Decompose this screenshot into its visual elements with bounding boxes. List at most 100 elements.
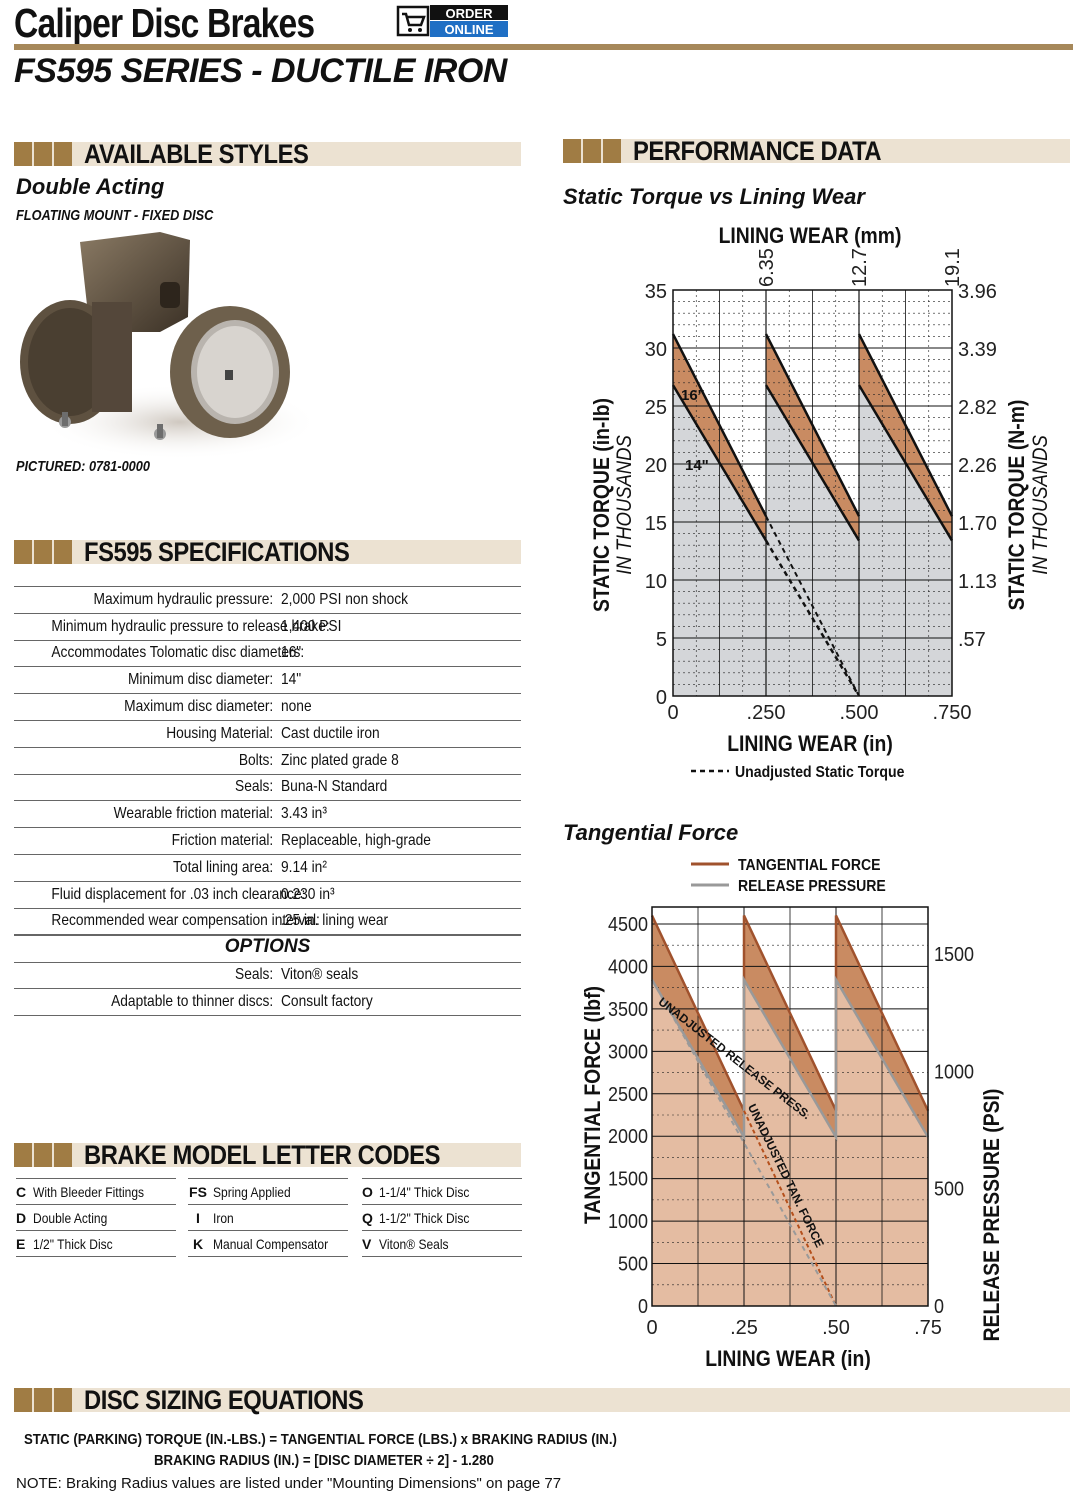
- y2-tick-label: .57: [958, 629, 986, 651]
- spec-row: Bolts: Zinc plated grade 8: [14, 748, 521, 775]
- tangential-force-line: [650, 914, 930, 1112]
- x-tick-label: .75: [914, 1317, 942, 1339]
- x-tick-label: 0: [646, 1317, 657, 1339]
- y-tick-label: 35: [645, 281, 667, 303]
- letter-codes-header: BRAKE MODEL LETTER CODES: [14, 1140, 521, 1170]
- y-axis-label: STATIC TORQUE (in-lb): [590, 398, 614, 612]
- series-14in-line: [671, 384, 768, 542]
- spec-value: none: [281, 698, 312, 716]
- series-14in-line: [857, 384, 954, 542]
- spec-value: 1,400 PSI: [281, 617, 342, 635]
- spec-value: Viton® seals: [281, 965, 359, 983]
- x2-tick-label: 19.1: [942, 248, 964, 287]
- x-tick-label: .25: [730, 1317, 758, 1339]
- x-tick-label: .750: [933, 702, 972, 724]
- y-tick-label: 3500: [608, 999, 648, 1021]
- x-tick-label: 0: [667, 702, 678, 724]
- spec-label: Friction material:: [171, 832, 274, 850]
- y2-tick-label: 1.13: [958, 571, 997, 593]
- y-tick-label: 4000: [608, 957, 648, 979]
- shopping-cart-icon: [396, 5, 430, 37]
- spec-row: Seals: Buna-N Standard: [14, 775, 521, 802]
- x2-tick-label: 6.35: [756, 248, 778, 287]
- letter-code-column: O 1-1/4" Thick Disc Q 1-1/2" Thick Disc V Vit…: [362, 1178, 522, 1257]
- x2-tick-label: 12.7: [849, 248, 871, 287]
- spec-value: 3.43 in³: [281, 805, 327, 823]
- y2-tick-label: 1000: [934, 1061, 974, 1083]
- spec-row: Minimum disc diameter: 14": [14, 667, 521, 695]
- spec-label: Adaptable to thinner discs:: [111, 992, 274, 1010]
- spec-value: 9.14 in²: [281, 858, 327, 876]
- mount-type: FLOATING MOUNT - FIXED DISC: [16, 207, 214, 224]
- online-label: ONLINE: [444, 22, 493, 37]
- section-title: FS595 SPECIFICATIONS: [84, 537, 350, 567]
- letter-code-description: Double Acting: [33, 1209, 108, 1226]
- spec-label: Minimum hydraulic pressure to release br…: [51, 617, 330, 635]
- series-14in-line: [764, 384, 861, 542]
- spec-row: Adaptable to thinner discs: Consult facto…: [14, 989, 521, 1016]
- spec-label: Housing Material:: [166, 724, 274, 742]
- y-tick-label: 1500: [608, 1169, 648, 1191]
- braking-radius-equation: BRAKING RADIUS (IN.) = [DISC DIAMETER ÷ …: [154, 1452, 494, 1469]
- equations-header: DISC SIZING EQUATIONS: [14, 1385, 1070, 1415]
- section-title: DISC SIZING EQUATIONS: [84, 1385, 364, 1415]
- letter-code-row: O 1-1/4" Thick Disc: [362, 1179, 522, 1205]
- letter-code: K: [192, 1235, 204, 1252]
- series-16in-line: [857, 333, 954, 517]
- y-tick-label: 0: [656, 687, 667, 709]
- letter-code: D: [16, 1209, 27, 1226]
- y-tick-label: 2500: [608, 1084, 648, 1106]
- letter-code-row: D Double Acting: [16, 1205, 176, 1231]
- letter-code-column: FS Spring Applied I Iron K Manual Compensator: [188, 1178, 348, 1257]
- spec-label: Total lining area:: [173, 858, 274, 876]
- y2-axis-label: RELEASE PRESSURE (PSI): [980, 1089, 1004, 1342]
- letter-code-row: Q 1-1/2" Thick Disc: [362, 1205, 522, 1231]
- spec-value: Replaceable, high-grade: [281, 832, 431, 850]
- release-pressure-line: [650, 975, 930, 1142]
- page-title: Caliper Disc Brakes: [14, 0, 315, 46]
- spec-row: Maximum hydraulic pressure: 2,000 PSI non…: [14, 587, 521, 614]
- series-16in-line: [764, 333, 861, 517]
- performance-header: PERFORMANCE DATA: [563, 136, 1070, 166]
- spec-value: 0.230 in³: [281, 885, 335, 903]
- unadjusted-torque-line: [765, 515, 860, 697]
- style-name: Double Acting: [16, 174, 165, 199]
- section-title: BRAKE MODEL LETTER CODES: [84, 1140, 440, 1170]
- y-tick-label: 1000: [608, 1211, 648, 1233]
- y-tick-label: 0: [638, 1296, 648, 1318]
- y-tick-label: 500: [618, 1254, 648, 1276]
- y2-tick-label: 1.70: [958, 513, 997, 535]
- spec-label: Minimum disc diameter:: [127, 671, 274, 689]
- spec-value: .25 in. lining wear: [281, 912, 389, 930]
- x-tick-label: .500: [840, 702, 879, 724]
- specifications-header: FS595 SPECIFICATIONS: [14, 537, 521, 567]
- letter-code-column: C With Bleeder Fittings D Double Acting E 1/2…: [16, 1178, 176, 1257]
- y-tick-label: 30: [645, 339, 667, 361]
- letter-code-description: Iron: [213, 1209, 234, 1226]
- spec-label: Wearable friction material:: [113, 805, 274, 823]
- spec-value: 16": [281, 644, 302, 662]
- options-heading-row: OPTIONS: [14, 935, 521, 963]
- spec-value: Zinc plated grade 8: [281, 751, 399, 769]
- letter-code-row: K Manual Compensator: [188, 1231, 348, 1257]
- y2-tick-label: 500: [934, 1179, 964, 1201]
- letter-code: E: [16, 1235, 26, 1252]
- series-subtitle: FS595 SERIES - DUCTILE IRON: [14, 52, 507, 90]
- y-tick-label: 20: [645, 455, 667, 477]
- spec-row: Wearable friction material: 3.43 in³: [14, 801, 521, 829]
- unadjusted-force-line: [743, 1110, 837, 1307]
- letter-code: I: [196, 1209, 200, 1226]
- brake-product-image: [10, 222, 320, 462]
- plot-border: [651, 906, 929, 1307]
- series-16in-line: [671, 333, 768, 517]
- y2-axis-label: STATIC TORQUE (N-m): [1005, 400, 1029, 611]
- order-online-button[interactable]: ORDER ONLINE: [396, 5, 508, 37]
- letter-code: Q: [362, 1209, 373, 1226]
- title-rule: [14, 44, 1073, 50]
- spec-row: Fluid displacement for .03 inch clearanc…: [14, 882, 521, 909]
- y-axis-sublabel: IN THOUSANDS: [613, 435, 636, 575]
- chart2-title: Tangential Force: [563, 820, 739, 845]
- spec-label: Seals:: [235, 778, 274, 796]
- letter-code: V: [362, 1235, 372, 1252]
- band-label: 14": [685, 457, 709, 474]
